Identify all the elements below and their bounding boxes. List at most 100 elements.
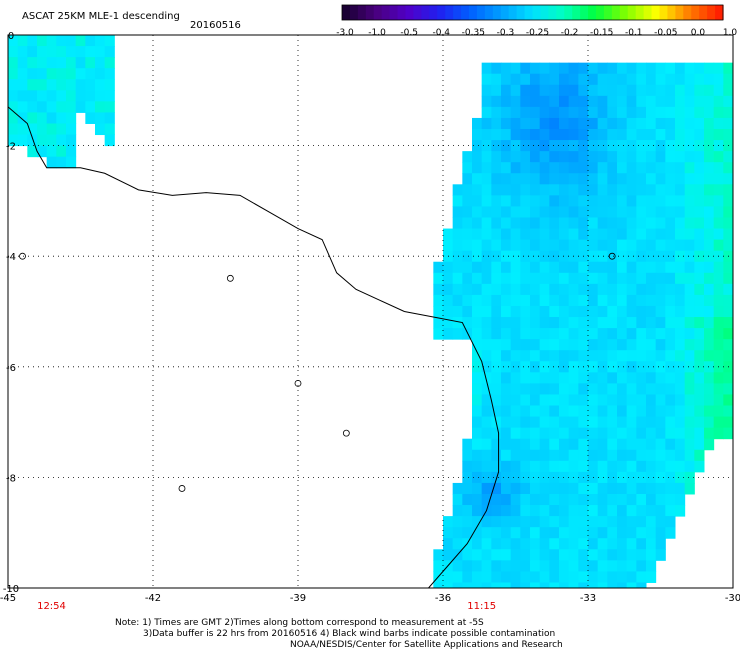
heat-cell [597,383,608,395]
heat-cell [491,339,502,351]
heat-cell [723,151,733,163]
heat-cell [578,261,589,274]
heat-cell [501,560,512,572]
heat-cell [607,272,618,285]
heat-cell [520,250,531,263]
heat-cell [704,272,715,285]
heat-cell [481,217,492,230]
heat-cell [501,305,512,318]
heat-cell [568,117,579,130]
heat-cell [568,106,579,119]
heat-cell [501,217,512,230]
heat-cell [530,328,541,340]
heat-cell [510,228,521,241]
heat-cell [607,162,618,174]
heat-cell [626,206,637,218]
heat-cell [37,79,48,91]
heat-cell [646,272,657,285]
heat-cell [723,173,733,185]
heat-cell [607,195,618,207]
heat-cell [655,151,666,163]
heat-cell [539,62,550,75]
heat-cell [704,62,715,75]
heat-cell [684,151,695,163]
heat-cell [646,516,657,528]
heat-cell [472,560,483,572]
heat-cell [501,162,512,174]
heat-cell [646,560,657,572]
heat-cell [559,84,570,97]
heat-cell [578,283,589,296]
heat-cell [491,372,502,384]
heat-cell [559,560,570,572]
heat-cell [694,62,705,75]
heat-cell [684,350,695,362]
heat-cell [578,460,589,473]
heat-cell [646,427,657,440]
heat-cell [713,151,724,163]
heat-cell [694,372,705,384]
heat-cell [501,527,512,539]
heat-cell [578,84,589,97]
heat-cell [597,460,608,473]
heat-cell [510,405,521,418]
heat-cell [665,305,676,318]
heat-cell [636,184,647,196]
heat-cell [694,117,705,130]
heat-cell [636,449,647,462]
heat-cell [626,471,637,484]
heat-cell [646,140,657,152]
colorbar-segment [492,5,502,20]
heat-cell [636,239,647,252]
heat-cell [636,250,647,263]
colorbar-segment [588,5,597,20]
heat-cell [520,272,531,285]
heat-cell [636,538,647,550]
heat-cell [559,350,570,362]
heat-cell [462,151,473,163]
heat-cell [472,250,483,263]
colorbar-segment [461,5,470,20]
heat-cell [655,117,666,130]
heat-cell [694,151,705,163]
heat-cell [607,62,618,75]
heat-cell [481,184,492,196]
heat-cell [588,516,599,528]
heat-cell [46,101,57,113]
heat-cell [66,35,77,47]
heat-cell [617,460,628,473]
heat-cell [617,505,628,517]
colorbar-label: -0.4 [432,28,450,38]
heat-cell [626,239,637,252]
heat-cell [530,106,541,119]
heat-cell [559,73,570,86]
heat-cell [568,62,579,75]
heat-cell [684,228,695,241]
heat-cell [539,195,550,207]
heat-cell [568,372,579,384]
heat-cell [491,217,502,230]
heat-cell [578,117,589,130]
heat-cell [665,516,676,528]
heat-cell [588,95,599,108]
heat-cell [530,493,541,506]
heat-cell [559,527,570,539]
heat-cell [636,317,647,329]
heat-cell [491,328,502,340]
heat-cell [588,560,599,572]
heat-cell [530,261,541,274]
heat-cell [481,560,492,572]
heat-cell [66,156,77,169]
heat-cell [646,317,657,329]
heat-cell [588,173,599,185]
heat-cell [684,195,695,207]
colorbar-segment [453,5,462,20]
heat-cell [549,571,560,583]
heat-cell [597,228,608,241]
heat-cell [481,283,492,296]
heat-cell [617,62,628,75]
heat-cell [452,305,463,318]
heat-cell [559,361,570,373]
colorbar-label: -0.5 [400,28,418,38]
heat-cell [539,582,550,588]
